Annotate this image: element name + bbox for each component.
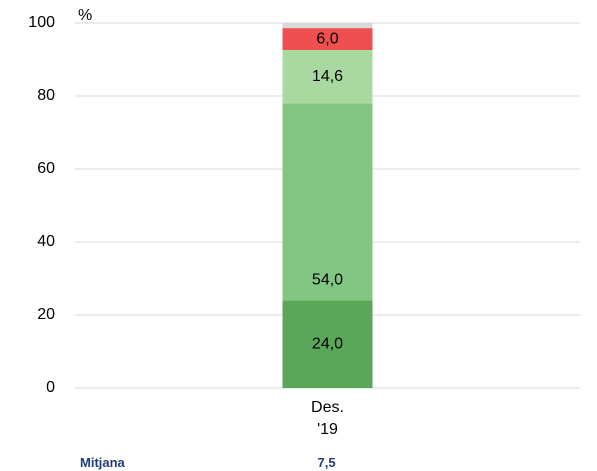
value-label: 24,0 xyxy=(312,335,343,352)
y-tick-label: 20 xyxy=(37,306,55,323)
summary-label: Mitjana xyxy=(80,455,125,470)
bar-segment xyxy=(282,23,373,29)
value-label: 6,0 xyxy=(316,30,338,47)
bar-segment xyxy=(282,103,373,301)
value-label: 54,0 xyxy=(312,272,343,289)
y-tick-label: 60 xyxy=(37,160,55,177)
x-tick-label: Des. '19 xyxy=(311,399,344,438)
y-tick-label: 40 xyxy=(37,233,55,250)
y-unit-label: % xyxy=(78,7,92,24)
y-tick-label: 80 xyxy=(37,87,55,104)
value-label: 14,6 xyxy=(312,68,343,85)
bar-segment xyxy=(282,300,373,388)
bar-segment xyxy=(282,28,373,51)
y-tick-label: 100 xyxy=(28,14,55,31)
summary-value: 7,5 xyxy=(317,455,336,470)
bar-segment xyxy=(282,50,373,104)
y-tick-label: 0 xyxy=(46,379,55,396)
